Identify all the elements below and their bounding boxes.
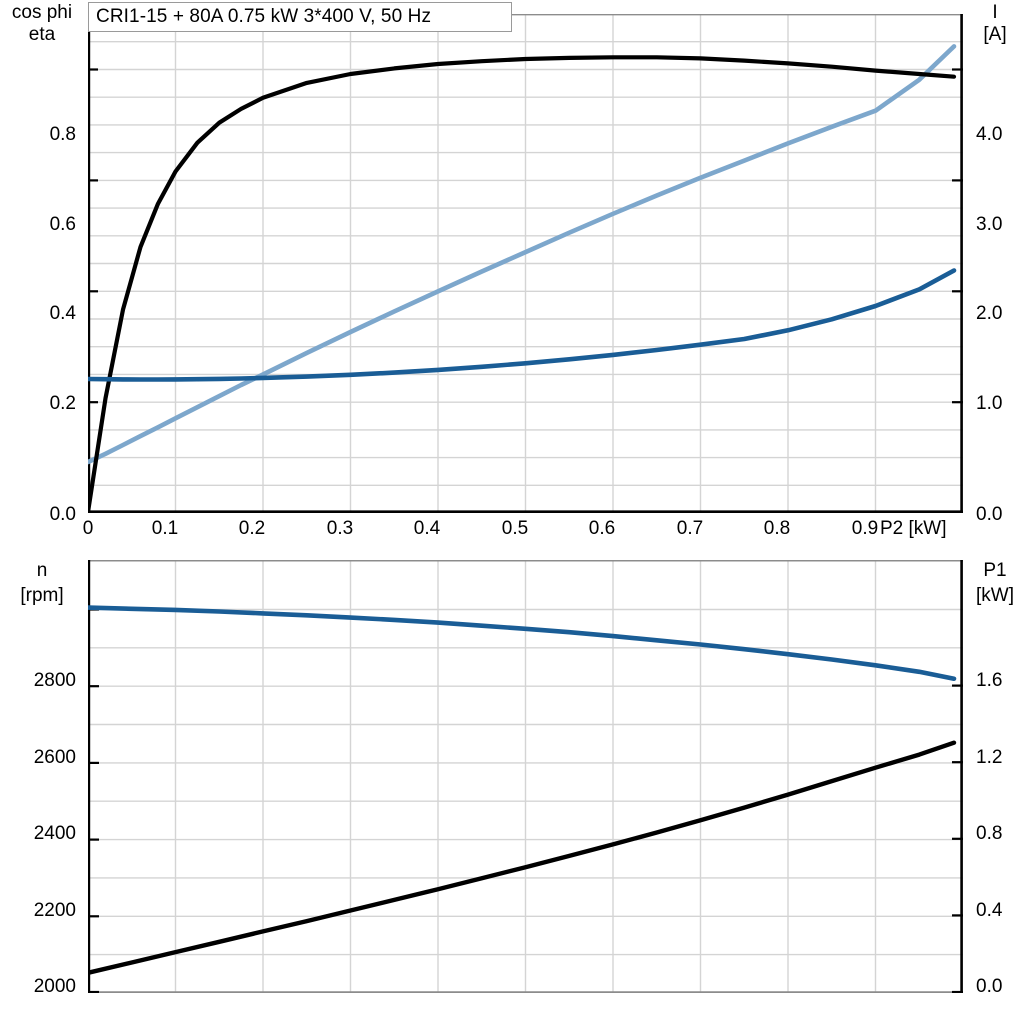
top-left-axis-name-line1: cos phi <box>11 2 73 23</box>
bottom-left-axis-name-line2: [rpm] <box>20 585 64 606</box>
top-right-axis-name-line2: [A] <box>983 24 1007 45</box>
curve-current <box>88 268 957 382</box>
top-chart-plot <box>88 14 963 513</box>
bottom-right-tick-1: 0.4 <box>976 900 1003 921</box>
top-right-tick-1: 1.0 <box>976 393 1003 414</box>
top-x-tick-2: 0.2 <box>238 518 266 539</box>
top-left-tick-4: 0.8 <box>49 124 76 145</box>
bottom-right-tick-3: 1.2 <box>976 747 1003 768</box>
top-x-tick-8: 0.8 <box>763 518 791 539</box>
bottom-chart-plot <box>88 560 963 993</box>
top-x-axis-label: P2 [kW] <box>880 518 947 539</box>
bottom-left-tick-3: 2600 <box>33 747 76 768</box>
top-left-tick-3: 0.6 <box>49 214 76 235</box>
top-x-tick-7: 0.7 <box>676 518 704 539</box>
bottom-right-tick-0: 0.0 <box>976 976 1003 997</box>
top-axis-ticks-right <box>952 68 963 513</box>
curve-speed <box>88 605 957 681</box>
curve-eta <box>88 55 957 513</box>
bottom-right-tick-4: 1.6 <box>976 670 1003 691</box>
top-left-axis-name-line2: eta <box>28 24 56 45</box>
bottom-left-tick-4: 2800 <box>33 670 76 691</box>
top-x-tick-5: 0.5 <box>501 518 529 539</box>
top-left-tick-2: 0.4 <box>49 303 76 324</box>
top-left-tick-0: 0.0 <box>49 504 76 525</box>
top-right-axis-name-line1: I <box>992 2 998 23</box>
top-x-tick-3: 0.3 <box>326 518 354 539</box>
bottom-axis-ticks-right <box>952 684 963 993</box>
top-x-tick-4: 0.4 <box>413 518 441 539</box>
curve-power <box>88 740 957 975</box>
bottom-right-axis-name-line1: P1 <box>983 560 1007 581</box>
bottom-left-tick-0: 2000 <box>33 976 76 997</box>
top-right-tick-0: 0.0 <box>976 504 1003 525</box>
bottom-grid-vertical <box>174 560 877 993</box>
bottom-left-tick-2: 2400 <box>33 823 76 844</box>
top-x-tick-6: 0.6 <box>588 518 616 539</box>
top-right-tick-2: 2.0 <box>976 303 1003 324</box>
top-x-tick-0: 0 <box>82 518 94 539</box>
curve-cosphi <box>88 44 957 465</box>
top-x-tick-9: 0.9 <box>851 518 879 539</box>
top-right-tick-3: 3.0 <box>976 214 1003 235</box>
bottom-right-axis-name-line2: [kW] <box>976 585 1014 606</box>
bottom-left-tick-1: 2200 <box>33 900 76 921</box>
top-left-tick-1: 0.2 <box>49 393 76 414</box>
top-right-tick-4: 4.0 <box>976 124 1003 145</box>
chart-title-box: CRI1-15 + 80A 0.75 kW 3*400 V, 50 Hz <box>88 2 512 32</box>
bottom-left-axis-name-line1: n <box>36 560 48 581</box>
top-axis-ticks-left <box>88 68 98 513</box>
top-grid-vertical <box>174 14 877 513</box>
top-x-tick-1: 0.1 <box>151 518 179 539</box>
bottom-right-tick-2: 0.8 <box>976 823 1003 844</box>
chart-title-text: CRI1-15 + 80A 0.75 kW 3*400 V, 50 Hz <box>96 6 432 27</box>
